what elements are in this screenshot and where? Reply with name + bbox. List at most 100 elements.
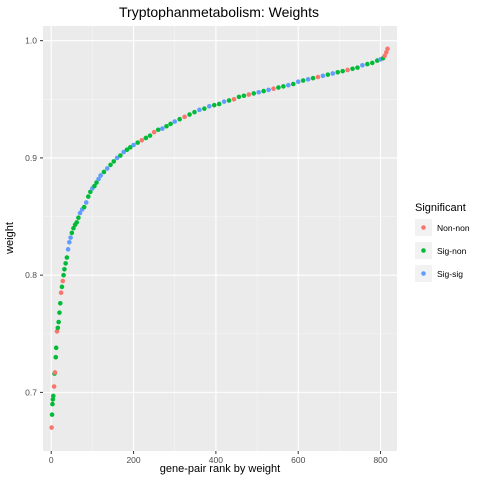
data-point	[71, 225, 76, 231]
data-point	[56, 319, 61, 325]
data-point	[52, 370, 58, 375]
data-point	[256, 89, 261, 95]
data-point	[325, 72, 331, 77]
axes: 0 200 400 600 800 0.7 0.8 0.9 1.0	[25, 36, 388, 465]
data-point	[58, 290, 64, 296]
data-point	[221, 99, 227, 104]
data-point	[114, 155, 120, 161]
data-point	[226, 98, 232, 103]
y-tick-label: 0.9	[25, 153, 37, 163]
data-point	[59, 284, 65, 290]
data-point	[74, 220, 80, 225]
data-point	[61, 272, 66, 278]
y-axis-label: weight	[4, 222, 16, 255]
data-point	[155, 127, 161, 133]
data-point	[335, 70, 341, 75]
data-point	[305, 77, 311, 82]
data-point	[330, 71, 336, 76]
data-point	[53, 345, 59, 351]
data-point	[160, 126, 165, 131]
x-tick-label: 800	[373, 455, 387, 465]
data-point	[300, 78, 306, 83]
data-point	[85, 194, 91, 199]
data-point	[286, 82, 291, 88]
data-point	[197, 107, 202, 113]
data-point	[271, 86, 276, 92]
data-point	[177, 116, 182, 122]
legend-key-dot	[421, 271, 426, 276]
data-point	[53, 354, 59, 360]
data-point	[101, 169, 107, 175]
grid-lines	[43, 26, 397, 451]
data-point	[246, 92, 252, 97]
data-point	[295, 79, 301, 84]
data-point	[370, 60, 375, 66]
data-point	[276, 85, 281, 90]
data-point	[49, 425, 54, 430]
data-point	[236, 94, 242, 100]
data-point	[131, 142, 136, 148]
y-tick-label: 1.0	[25, 36, 37, 46]
data-point	[315, 74, 321, 80]
data-point	[60, 278, 66, 284]
data-point	[108, 162, 113, 168]
data-point	[355, 65, 360, 70]
data-point	[68, 235, 73, 240]
data-point	[202, 106, 207, 111]
plot-panel	[43, 26, 397, 451]
data-point	[340, 68, 345, 74]
data-point	[50, 393, 56, 399]
x-axis-label: gene-pair rank by weight	[160, 463, 280, 475]
data-point	[49, 412, 55, 417]
legend-items: Non-non Sig-non Sig-sig	[415, 219, 470, 282]
data-point	[310, 75, 316, 81]
data-point	[111, 159, 117, 164]
data-point	[69, 230, 75, 236]
data-point	[151, 129, 157, 135]
legend-key-dot	[421, 248, 426, 253]
data-point	[57, 300, 63, 306]
data-point	[385, 46, 390, 52]
data-point	[168, 121, 173, 127]
x-tick-label: 600	[291, 455, 305, 465]
data-point	[261, 88, 266, 94]
data-point	[121, 149, 126, 155]
data-point	[211, 102, 217, 108]
data-point	[164, 123, 169, 129]
legend: Significant Non-non Sig-non Sig-sig	[415, 202, 470, 282]
data-point	[266, 87, 271, 93]
data-point	[64, 255, 70, 260]
x-tick-label: 0	[49, 455, 54, 465]
data-point	[51, 384, 57, 389]
data-point	[63, 261, 68, 266]
chart-title: Tryptophanmetabolism: Weights	[119, 4, 319, 20]
x-tick-label: 400	[209, 455, 223, 465]
data-point	[104, 166, 110, 171]
data-point	[67, 240, 72, 245]
data-point	[350, 66, 355, 72]
data-point	[216, 101, 222, 107]
data-point	[81, 204, 87, 210]
data-point	[65, 247, 71, 252]
legend-label: Sig-sig	[437, 269, 463, 279]
data-point	[76, 215, 81, 220]
data-point	[57, 310, 62, 315]
data-point	[241, 93, 247, 99]
data-point	[50, 397, 56, 402]
y-tick-label: 0.8	[25, 270, 37, 280]
data-point	[182, 114, 187, 120]
data-point	[192, 109, 197, 115]
data-point	[92, 183, 97, 189]
data-point	[88, 189, 93, 195]
x-tick-label: 200	[126, 455, 140, 465]
data-point	[50, 401, 55, 407]
data-point	[231, 96, 237, 102]
data-point	[345, 67, 350, 73]
y-tick-label: 0.7	[25, 387, 37, 397]
data-point	[360, 62, 365, 68]
data-point	[96, 176, 101, 182]
legend-label: Non-non	[437, 223, 470, 233]
data-point	[135, 140, 140, 145]
